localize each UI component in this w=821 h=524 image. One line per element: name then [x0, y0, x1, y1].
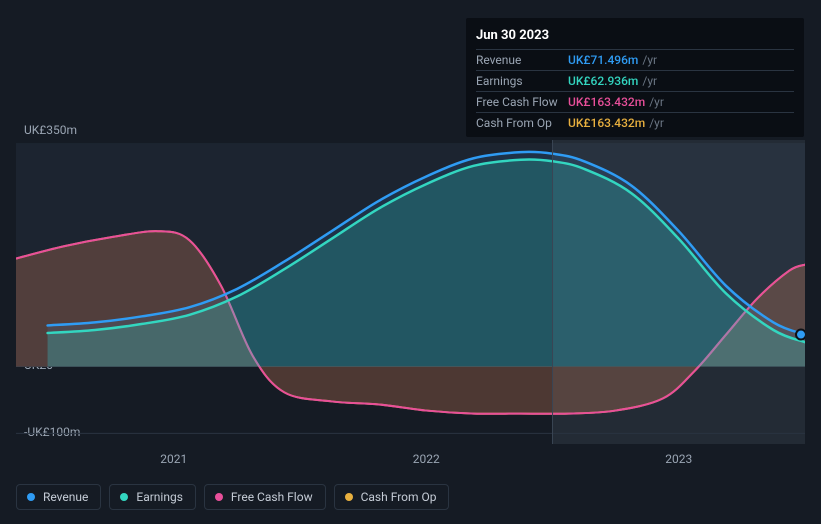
tooltip-unit: /yr [642, 53, 657, 67]
tooltip-label: Earnings [476, 74, 568, 88]
tooltip-value: UK£163.432m [568, 95, 645, 109]
tooltip-value: UK£163.432m [568, 116, 645, 130]
tooltip-box: Jun 30 2023 RevenueUK£71.496m/yrEarnings… [466, 18, 804, 137]
x-axis-label: 2023 [665, 452, 692, 466]
x-axis-label: 2022 [413, 452, 440, 466]
chart-svg [16, 140, 805, 444]
tooltip-unit: /yr [649, 116, 664, 130]
legend-item-cash-from-op[interactable]: Cash From Op [334, 484, 450, 510]
tooltip-row: Free Cash FlowUK£163.432m/yr [476, 91, 794, 112]
legend-label: Cash From Op [361, 490, 437, 504]
legend-label: Earnings [136, 490, 183, 504]
tooltip-row: EarningsUK£62.936m/yr [476, 70, 794, 91]
tooltip-value: UK£71.496m [568, 53, 638, 67]
tooltip-label: Free Cash Flow [476, 95, 568, 109]
chart-container: Jun 30 2023 RevenueUK£71.496m/yrEarnings… [0, 0, 821, 524]
legend-item-earnings[interactable]: Earnings [109, 484, 196, 510]
legend-label: Free Cash Flow [231, 490, 313, 504]
tooltip-label: Revenue [476, 53, 568, 67]
legend: Revenue Earnings Free Cash Flow Cash From O… [16, 484, 449, 510]
legend-dot [120, 493, 128, 501]
legend-dot [27, 493, 35, 501]
tooltip-unit: /yr [642, 74, 657, 88]
legend-label: Revenue [43, 490, 88, 504]
y-axis-label: UK£350m [24, 123, 77, 137]
tooltip-row: Cash From OpUK£163.432m/yr [476, 112, 794, 133]
legend-dot [215, 493, 223, 501]
x-axis-label: 2021 [160, 452, 187, 466]
legend-dot [345, 493, 353, 501]
tooltip-label: Cash From Op [476, 116, 568, 130]
tooltip-date: Jun 30 2023 [476, 24, 794, 49]
tooltip-row: RevenueUK£71.496m/yr [476, 49, 794, 70]
legend-item-revenue[interactable]: Revenue [16, 484, 101, 510]
tooltip-value: UK£62.936m [568, 74, 638, 88]
chart-area[interactable] [16, 140, 805, 444]
legend-item-free-cash-flow[interactable]: Free Cash Flow [204, 484, 326, 510]
tooltip-unit: /yr [649, 95, 664, 109]
